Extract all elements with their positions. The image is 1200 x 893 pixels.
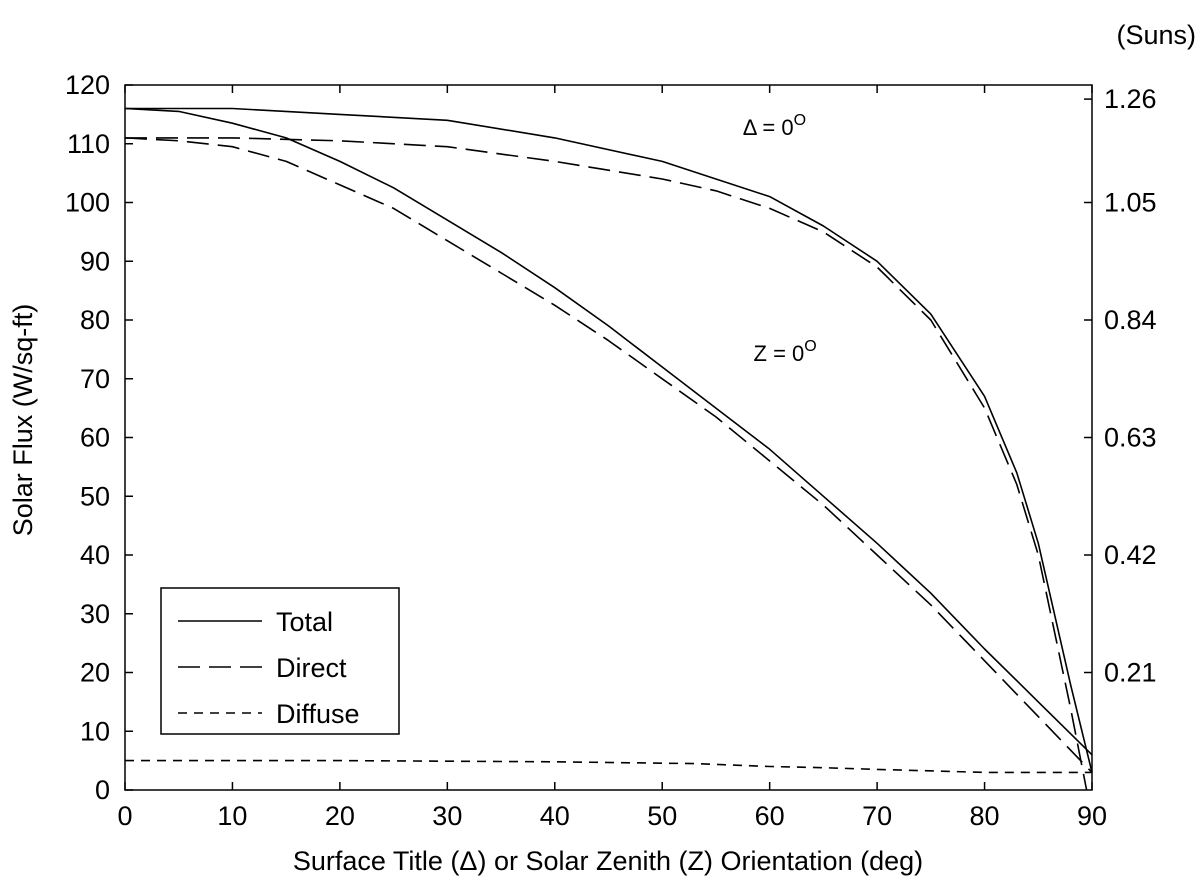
x-axis-ticks: 0 10 20 30 40 50 60 70 80 90 bbox=[117, 85, 1107, 831]
y2-tick-label: 0.84 bbox=[1104, 305, 1157, 335]
legend-label: Diffuse bbox=[276, 699, 360, 729]
series-line-3 bbox=[124, 137, 1093, 773]
x-tick-label: 30 bbox=[432, 801, 462, 831]
curve-annotation: Δ = 0O bbox=[743, 112, 806, 140]
y2-tick-label: 0.42 bbox=[1104, 540, 1157, 570]
y-tick-label: 120 bbox=[65, 70, 110, 100]
x-tick-label: 50 bbox=[647, 801, 677, 831]
series-line-1 bbox=[125, 137, 1088, 791]
x-tick-label: 10 bbox=[217, 801, 247, 831]
y-tick-label: 0 bbox=[95, 775, 110, 805]
y2-axis-ticks: 0.21 0.42 0.63 0.84 1.05 1.26 bbox=[1084, 84, 1157, 688]
x-tick-label: 80 bbox=[970, 801, 1000, 831]
x-tick-label: 60 bbox=[755, 801, 785, 831]
legend-label: Direct bbox=[276, 653, 347, 683]
x-tick-label: 70 bbox=[862, 801, 892, 831]
curve-annotation: Z = 0O bbox=[754, 338, 817, 366]
y-axis-ticks: 0 10 20 30 40 50 60 70 80 90 100 110 120 bbox=[65, 70, 133, 805]
x-tick-label: 0 bbox=[117, 801, 132, 831]
y-tick-label: 40 bbox=[80, 540, 110, 570]
legend-label: Total bbox=[276, 607, 333, 637]
annotation-text: Δ = 0 bbox=[743, 115, 794, 140]
series-line-4 bbox=[125, 759, 1092, 774]
y-tick-label: 80 bbox=[80, 305, 110, 335]
x-axis-label: Surface Title (Δ) or Solar Zenith (Z) Or… bbox=[293, 846, 923, 876]
x-tick-label: 40 bbox=[540, 801, 570, 831]
y-tick-label: 60 bbox=[80, 423, 110, 453]
annotation-text: Z = 0 bbox=[754, 341, 805, 366]
y-tick-label: 50 bbox=[80, 481, 110, 511]
annotation-degree: O bbox=[804, 338, 816, 355]
x-tick-label: 20 bbox=[325, 801, 355, 831]
y2-tick-label: 1.05 bbox=[1104, 188, 1157, 218]
annotation-degree: O bbox=[794, 112, 806, 129]
y-tick-label: 30 bbox=[80, 599, 110, 629]
y2-tick-label: 1.26 bbox=[1104, 84, 1157, 114]
y2-tick-label: 0.63 bbox=[1104, 423, 1157, 453]
y-tick-label: 100 bbox=[65, 188, 110, 218]
y-tick-label: 10 bbox=[80, 716, 110, 746]
y-tick-label: 20 bbox=[80, 658, 110, 688]
y-tick-label: 110 bbox=[67, 129, 110, 159]
annotations: Δ = 0OZ = 0O bbox=[743, 112, 817, 366]
series-line-0 bbox=[125, 107, 1093, 773]
y2-tick-label: 0.21 bbox=[1104, 658, 1157, 688]
y-axis-label: Solar Flux (W/sq-ft) bbox=[8, 304, 38, 537]
legend: Total Direct Diffuse bbox=[160, 587, 400, 735]
x-tick-label: 90 bbox=[1077, 801, 1107, 831]
y-tick-label: 90 bbox=[80, 246, 110, 276]
y2-axis-label: (Suns) bbox=[1116, 20, 1196, 50]
legend-box bbox=[160, 587, 400, 735]
series-line-2 bbox=[124, 107, 1093, 756]
series-layer bbox=[124, 107, 1093, 791]
y-tick-label: 70 bbox=[80, 364, 110, 394]
